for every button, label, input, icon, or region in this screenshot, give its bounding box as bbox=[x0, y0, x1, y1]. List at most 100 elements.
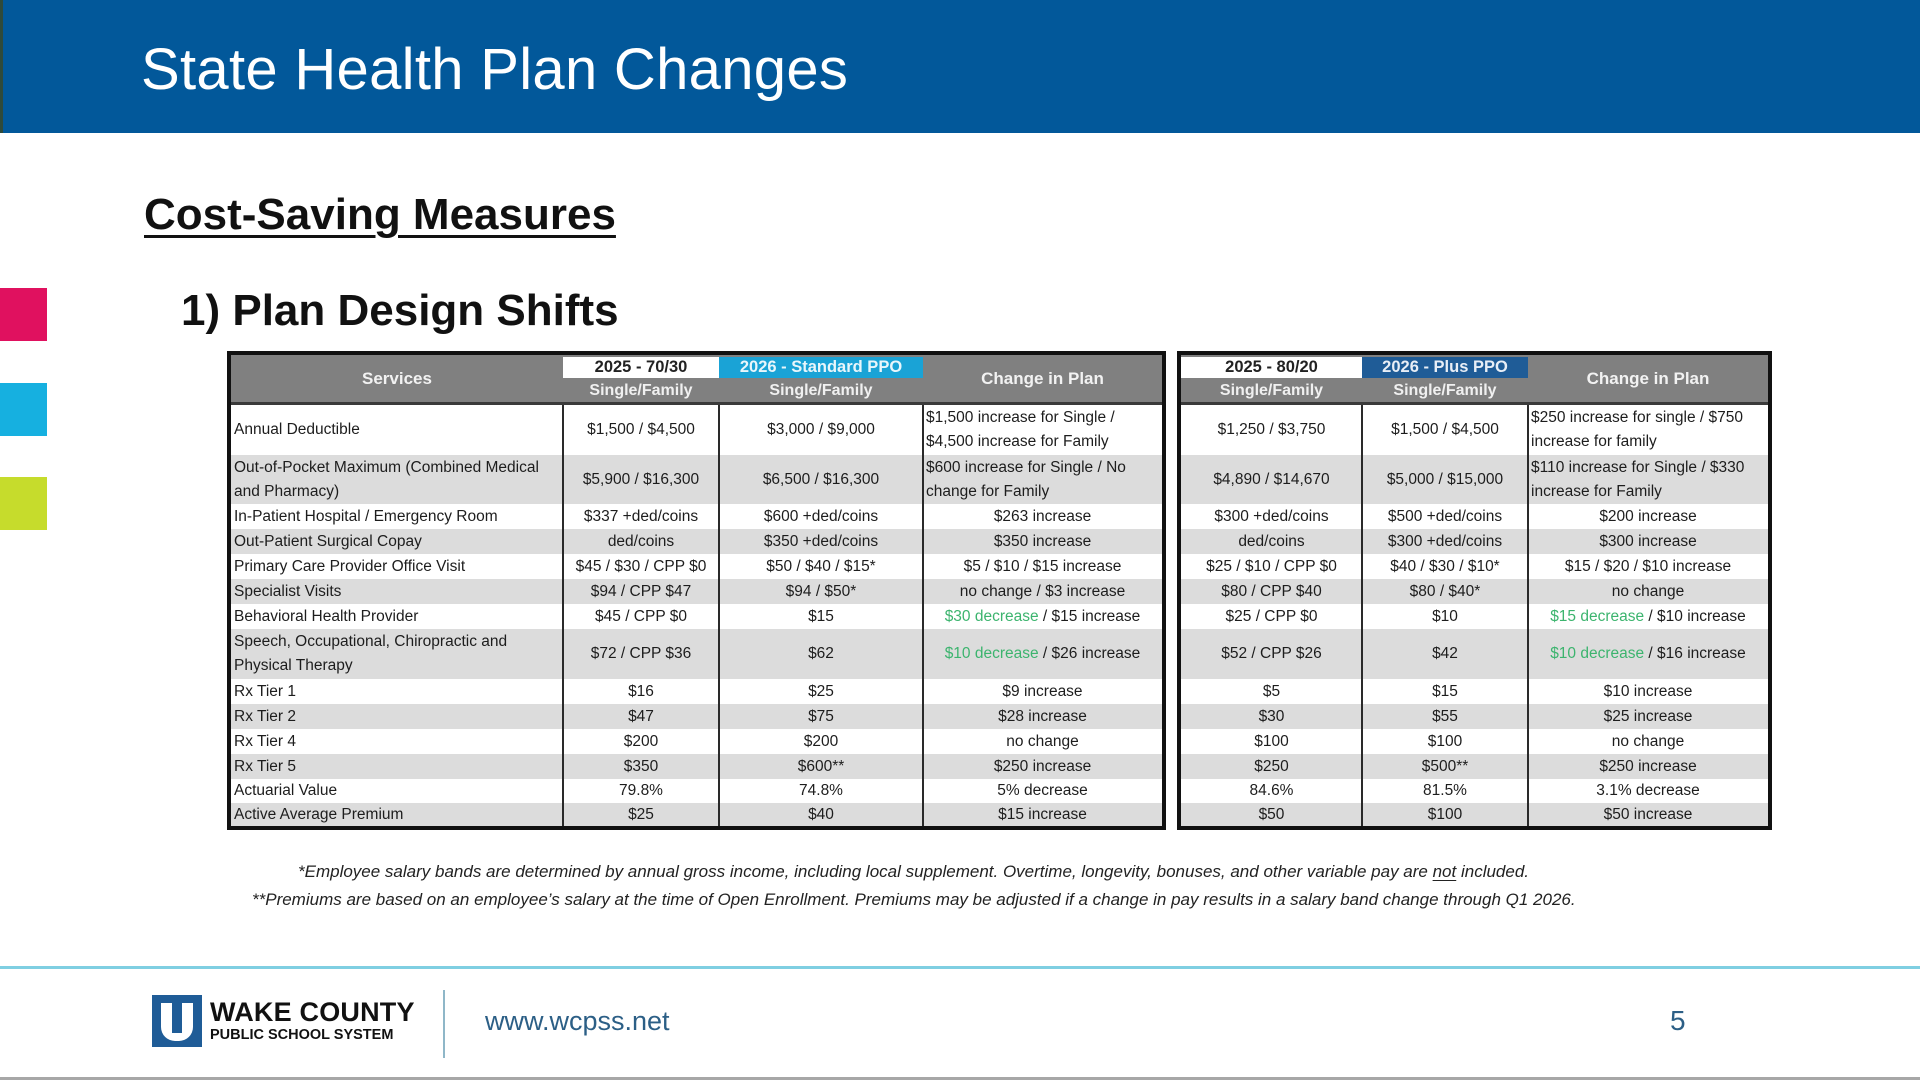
footnote-text: *Employee salary bands are determined by… bbox=[298, 862, 1433, 881]
change-cell: $50 increase bbox=[1603, 805, 1693, 823]
change-cell: no change / $3 increase bbox=[959, 582, 1126, 600]
table-row: $25 / $10 / CPP $0 $40 / $30 / $10* $15 … bbox=[1181, 554, 1768, 579]
value-2026: $500** bbox=[1421, 757, 1469, 775]
change-cell: $25 increase bbox=[1603, 707, 1693, 725]
header-services: Services bbox=[362, 368, 432, 388]
value-2025: $337 +ded/coins bbox=[583, 507, 699, 525]
accent-square-cyan bbox=[0, 383, 47, 436]
standard-ppo-comparison-table: Services 2025 - 70/30 Single/Family 2026… bbox=[227, 351, 1166, 830]
value-2026: $300 +ded/coins bbox=[1387, 532, 1503, 550]
footnote-text: included. bbox=[1456, 862, 1530, 881]
value-2025: $1,500 / $4,500 bbox=[587, 421, 695, 438]
increase-text: / $15 increase bbox=[1038, 607, 1141, 625]
table-row: $30 $55 $25 increase bbox=[1181, 704, 1768, 729]
value-2025: $80 / CPP $40 bbox=[1221, 582, 1322, 600]
service-cell: Rx Tier 1 bbox=[234, 682, 297, 700]
header-single-family: Single/Family bbox=[769, 382, 873, 399]
plus-ppo-comparison-table: 2025 - 80/20 Single/Family 2026 - Plus P… bbox=[1177, 351, 1772, 830]
decrease-text: $15 decrease bbox=[1550, 607, 1645, 625]
table-row: Primary Care Provider Office Visit $45 /… bbox=[231, 554, 1162, 579]
increase-text: / $26 increase bbox=[1038, 645, 1141, 662]
table-row: Rx Tier 2 $47 $75 $28 increase bbox=[231, 704, 1162, 729]
column-divider bbox=[562, 405, 564, 826]
service-cell: Out-Patient Surgical Copay bbox=[234, 532, 422, 550]
service-cell: Annual Deductible bbox=[234, 421, 360, 438]
change-cell: 3.1% decrease bbox=[1596, 782, 1700, 799]
service-cell: Rx Tier 4 bbox=[234, 732, 297, 750]
table-row: Annual Deductible $1,500 / $4,500 $3,000… bbox=[231, 405, 1162, 455]
value-2025: $94 / CPP $47 bbox=[590, 582, 692, 600]
value-2026: $100 bbox=[1427, 805, 1463, 823]
change-cell: $200 increase bbox=[1599, 507, 1697, 525]
value-2025: $45 / CPP $0 bbox=[595, 607, 687, 625]
value-2026: $62 bbox=[808, 645, 834, 662]
change-cell: $10 decrease / $16 increase bbox=[1528, 629, 1768, 679]
value-2026: $94 / $50* bbox=[785, 582, 857, 600]
accent-square-lime bbox=[0, 477, 47, 530]
value-2025: $25 / CPP $0 bbox=[1225, 607, 1318, 625]
column-divider bbox=[1527, 405, 1529, 826]
value-2026: $42 bbox=[1432, 645, 1458, 662]
table-body: $1,250 / $3,750 $1,500 / $4,500 $250 inc… bbox=[1181, 405, 1768, 826]
table-row: $4,890 / $14,670 $5,000 / $15,000 $110 i… bbox=[1181, 455, 1768, 504]
value-2025: $72 / CPP $36 bbox=[590, 645, 692, 662]
header-2026-standard-ppo: 2026 - Standard PPO bbox=[719, 357, 923, 378]
value-2026: $500 +ded/coins bbox=[1387, 507, 1503, 525]
table-row: Specialist Visits $94 / CPP $47 $94 / $5… bbox=[231, 579, 1162, 604]
column-divider bbox=[718, 405, 720, 826]
table-header: Services 2025 - 70/30 Single/Family 2026… bbox=[231, 355, 1162, 405]
value-2026: $75 bbox=[808, 707, 834, 725]
table-row: Out-Patient Surgical Copay ded/coins $35… bbox=[231, 529, 1162, 554]
footnote-emphasis: not bbox=[1432, 862, 1457, 881]
change-cell: $263 increase bbox=[993, 507, 1092, 525]
change-cell: $250 increase bbox=[1599, 757, 1697, 775]
change-cell: $350 increase bbox=[993, 532, 1092, 550]
value-2026: $15 bbox=[808, 607, 834, 625]
table-row: In-Patient Hospital / Emergency Room $33… bbox=[231, 504, 1162, 529]
value-2025: $16 bbox=[628, 682, 654, 700]
service-cell: In-Patient Hospital / Emergency Room bbox=[234, 507, 498, 525]
change-cell: no change bbox=[1611, 732, 1685, 750]
change-cell: no change bbox=[1006, 732, 1079, 750]
service-cell: Out-of-Pocket Maximum (Combined Medical … bbox=[234, 458, 539, 500]
page-title: State Health Plan Changes bbox=[141, 37, 849, 102]
value-2025: $30 bbox=[1258, 707, 1285, 725]
service-cell: Actuarial Value bbox=[234, 782, 338, 799]
value-2025: 84.6% bbox=[1249, 782, 1294, 799]
value-2026: $50 / $40 / $15* bbox=[766, 557, 876, 575]
value-2026: $40 / $30 / $10* bbox=[1390, 557, 1500, 575]
section-subtitle: 1) Plan Design Shifts bbox=[181, 286, 619, 335]
value-2026: $55 bbox=[1432, 707, 1458, 725]
increase-text: / $16 increase bbox=[1644, 645, 1746, 662]
table-row: 84.6% 81.5% 3.1% decrease bbox=[1181, 779, 1768, 803]
header-change-in-plan: Change in Plan bbox=[981, 368, 1104, 388]
header-change-in-plan: Change in Plan bbox=[1586, 368, 1710, 388]
title-bar-edge bbox=[0, 0, 3, 133]
value-2025: $50 bbox=[1258, 805, 1285, 823]
change-cell: $110 increase for Single / $330 increase… bbox=[1531, 458, 1745, 500]
service-cell: Rx Tier 5 bbox=[234, 757, 297, 775]
service-cell: Rx Tier 2 bbox=[234, 707, 297, 725]
footnote-premiums: **Premiums are based on an employee’s sa… bbox=[252, 890, 1576, 909]
value-2026: $10 bbox=[1432, 607, 1458, 625]
table-row: Rx Tier 1 $16 $25 $9 increase bbox=[231, 679, 1162, 704]
table-row: Behavioral Health Provider $45 / CPP $0 … bbox=[231, 604, 1162, 629]
change-cell: $1,500 increase for Single / $4,500 incr… bbox=[926, 409, 1115, 450]
value-2025: $350 bbox=[623, 757, 659, 775]
service-cell: Specialist Visits bbox=[234, 582, 342, 600]
section-title: Cost-Saving Measures bbox=[144, 190, 616, 239]
value-2026: $25 bbox=[808, 682, 834, 700]
website-link[interactable]: www.wcpss.net bbox=[485, 1006, 670, 1036]
value-2025: $25 / $10 / CPP $0 bbox=[1206, 557, 1337, 575]
value-2026: $5,000 / $15,000 bbox=[1386, 470, 1504, 488]
service-cell: Speech, Occupational, Chiropractic and P… bbox=[234, 633, 508, 674]
title-bar: State Health Plan Changes bbox=[0, 0, 1920, 133]
table-row: Actuarial Value 79.8% 74.8% 5% decrease bbox=[231, 779, 1162, 803]
accent-square-pink bbox=[0, 288, 47, 341]
change-cell: $15 / $20 / $10 increase bbox=[1564, 557, 1732, 575]
decrease-text: $10 decrease bbox=[1550, 645, 1645, 662]
change-cell: $300 increase bbox=[1599, 532, 1697, 550]
logo-line-1: WAKE COUNTY bbox=[210, 997, 415, 1028]
change-cell: $5 / $10 / $15 increase bbox=[963, 557, 1122, 575]
change-cell: $15 decrease / $10 increase bbox=[1528, 604, 1768, 629]
